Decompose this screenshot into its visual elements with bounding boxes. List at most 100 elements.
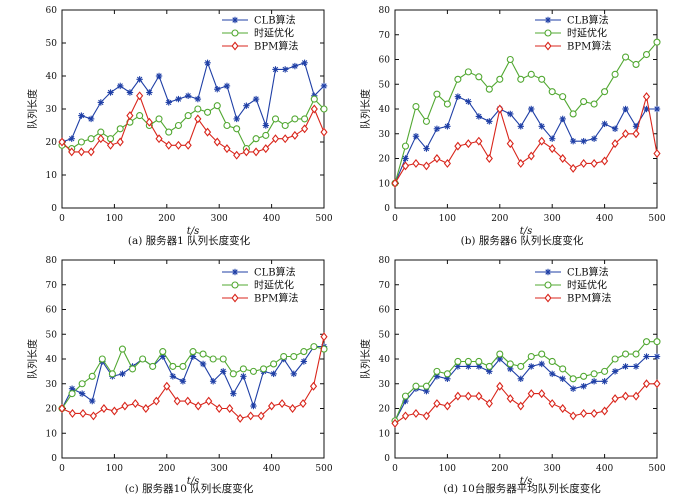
series-clb [391,353,661,425]
panel-caption: (a) 服务器1 队列长度变化 [128,234,251,247]
legend-label-clb: CLB算法 [567,14,609,27]
data-point-clb [653,353,661,360]
y-tick-label: 0 [384,454,390,464]
data-point-bpm [653,149,661,159]
data-point-clb [291,62,299,70]
data-point-delay [281,121,289,130]
x-axis-label: t/s [520,226,533,237]
data-point-bpm [309,381,318,391]
data-point-clb [622,105,629,113]
x-axis-label: t/s [520,476,533,487]
legend-marker-bpm [231,293,239,303]
data-point-bpm [291,130,299,140]
data-point-bpm [642,92,651,102]
data-point-delay [632,350,640,358]
data-point-bpm [136,91,144,101]
data-point-bpm [548,399,556,409]
data-point-delay [538,350,546,358]
data-point-bpm [601,406,609,416]
data-point-bpm [68,408,77,418]
legend-label-bpm: BPM算法 [567,292,611,305]
data-point-clb [146,89,153,96]
data-point-bpm [79,408,87,418]
data-point-delay [506,55,514,64]
x-tick-label: 300 [544,214,561,224]
data-point-bpm [155,134,163,144]
data-point-bpm [226,404,234,413]
data-point-bpm [268,401,276,411]
data-point-bpm [642,379,651,389]
chart-panel-1: 0 100 200 300 400 500 0 10 20 30 40 50 60 t/s 队列长度 (a) … [26,6,333,247]
data-point-clb [209,378,217,385]
y-tick-label: 40 [379,105,391,115]
data-point-clb [433,125,441,132]
data-point-clb [78,112,85,119]
x-tick-label: 400 [263,214,280,224]
data-point-clb [465,363,472,370]
series-line-bpm [394,96,658,184]
legend-label-bpm: BPM算法 [254,292,298,305]
data-point-bpm [184,396,192,406]
data-point-bpm [152,396,160,406]
data-point-clb [78,390,86,397]
data-point-delay [642,338,651,346]
data-point-delay [128,365,137,373]
data-point-delay [239,365,247,373]
data-point-delay [301,115,309,123]
y-tick-label: 50 [379,80,391,90]
data-point-clb [252,95,260,103]
data-point-delay [106,135,115,143]
data-point-delay [611,355,619,363]
data-point-clb [165,99,172,106]
data-point-bpm [548,144,556,154]
data-point-clb [87,115,95,123]
series-line-clb [394,95,657,184]
data-point-bpm [475,391,483,401]
data-point-bpm [257,411,265,421]
data-point-bpm [632,391,640,401]
data-point-bpm [203,127,212,137]
data-point-delay [590,370,598,378]
y-tick-label: 70 [46,281,58,291]
data-point-delay [155,115,163,123]
data-point-bpm [236,413,244,423]
y-tick-label: 60 [379,306,391,316]
y-tick-label: 0 [384,204,390,214]
legend-label-delay: 时延优化 [567,279,607,292]
y-tick-label: 70 [379,31,391,41]
data-point-bpm [58,137,66,147]
data-point-delay [433,90,441,98]
data-point-bpm [454,141,462,151]
data-point-delay [78,380,86,388]
data-point-bpm [590,408,598,418]
data-point-delay [159,348,167,356]
data-point-clb [169,373,177,380]
data-point-clb [126,89,134,96]
legend-marker-delay [544,29,552,37]
series-clb [58,59,328,146]
data-point-delay [209,355,217,363]
data-point-clb [223,82,231,90]
y-tick-label: 30 [46,380,58,390]
series-line-clb [394,355,657,422]
data-point-delay [443,370,451,378]
data-point-clb [301,59,308,66]
y-tick-label: 20 [46,405,58,415]
data-point-clb [444,123,451,130]
data-point-clb [580,383,587,390]
data-point-clb [204,59,211,66]
y-tick-label: 20 [46,138,58,148]
chart-panel-3: 0 100 200 300 400 500 0 10 20 30 40 50 60 70 80 t/s 队列长度… [26,256,333,495]
data-point-delay [527,352,535,361]
data-point-delay [108,370,116,378]
legend-label-clb: CLB算法 [254,266,296,279]
data-point-delay [569,375,577,383]
data-point-bpm [496,381,504,391]
x-tick-label: 0 [392,464,398,474]
legend-marker-bpm [231,41,239,51]
data-point-clb [622,363,629,370]
plot-frame [394,9,658,209]
series-clb [391,93,661,187]
y-axis-label: 队列长度 [359,89,372,129]
x-tick-label: 100 [439,464,456,474]
